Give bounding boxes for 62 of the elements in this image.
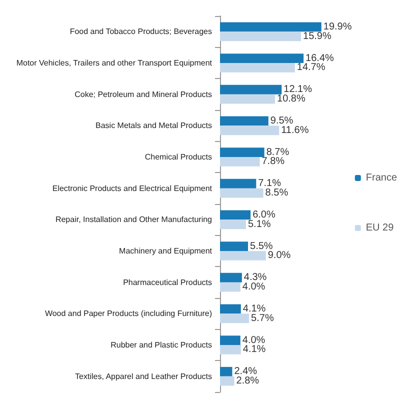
y-tick-label: Wood and Paper Products (including Furniture) bbox=[44, 309, 212, 318]
bar bbox=[220, 336, 240, 345]
bar bbox=[220, 272, 242, 282]
data-label: 5.7% bbox=[251, 312, 274, 324]
data-label: 19.9% bbox=[323, 21, 352, 32]
bar bbox=[220, 126, 280, 136]
bar bbox=[220, 282, 240, 292]
bar bbox=[220, 116, 268, 126]
y-tick-label: Repair, Installation and Other Manufacturing bbox=[55, 215, 212, 224]
y-tick-label: Basic Metals and Metal Products bbox=[96, 121, 212, 130]
y-tick-label: Machinery and Equipment bbox=[119, 246, 213, 256]
legend-label: France bbox=[366, 172, 398, 184]
bar bbox=[220, 220, 246, 230]
bar bbox=[220, 178, 256, 188]
data-label: 5.1% bbox=[248, 218, 271, 230]
bar bbox=[220, 22, 322, 32]
y-tick-label: Electronic Products and Electrical Equipment bbox=[52, 184, 213, 193]
data-label: 12.1% bbox=[284, 84, 312, 96]
data-label: 4.3% bbox=[244, 272, 267, 284]
data-label: 4.0% bbox=[242, 334, 266, 346]
data-label: 5.5% bbox=[250, 240, 273, 252]
bar bbox=[220, 304, 241, 314]
data-label: 2.4% bbox=[234, 366, 258, 378]
bar bbox=[220, 148, 264, 157]
data-label: 7.8% bbox=[262, 156, 285, 168]
y-tick-label: Coke; Petroleum and Mineral Products bbox=[74, 90, 212, 99]
bar bbox=[220, 94, 276, 104]
bar bbox=[220, 157, 260, 166]
bar bbox=[220, 251, 266, 260]
legend-label: EU 29 bbox=[366, 222, 394, 234]
y-tick-label: Pharmaceutical Products bbox=[123, 278, 212, 287]
data-label: 16.4% bbox=[306, 52, 334, 64]
data-label: 14.7% bbox=[296, 62, 326, 74]
y-tick-label: Chemical Products bbox=[144, 152, 212, 162]
data-label: 11.6% bbox=[281, 124, 309, 136]
data-label: 9.5% bbox=[270, 115, 294, 126]
data-label: 2.8% bbox=[236, 376, 260, 387]
bar bbox=[220, 376, 234, 386]
y-tick-label: Motor Vehicles, Trailers and other Transport Equipment bbox=[16, 58, 213, 68]
data-label: 9.0% bbox=[268, 250, 291, 262]
y-tick-label: Rubber and Plastic Products bbox=[110, 340, 212, 350]
data-label: 4.1% bbox=[242, 303, 266, 314]
data-label: 10.8% bbox=[277, 94, 306, 105]
bar bbox=[220, 366, 232, 376]
data-label: 6.0% bbox=[252, 209, 276, 220]
bar bbox=[220, 54, 304, 63]
data-label: 8.5% bbox=[265, 188, 288, 199]
bar bbox=[220, 188, 264, 198]
bar bbox=[220, 84, 282, 94]
bar bbox=[220, 63, 295, 72]
bar bbox=[220, 314, 250, 324]
bar bbox=[220, 210, 251, 220]
bar bbox=[220, 32, 302, 42]
data-label: 15.9% bbox=[303, 30, 332, 42]
data-label: 8.7% bbox=[266, 146, 290, 158]
bar bbox=[220, 345, 241, 354]
data-label: 4.1% bbox=[242, 344, 266, 356]
y-tick-label: Textiles, Apparel and Leather Products bbox=[75, 372, 212, 381]
data-label: 7.1% bbox=[258, 178, 282, 190]
data-label: 4.0% bbox=[242, 282, 266, 293]
y-tick-label: Food and Tobacco Products; Beverages bbox=[70, 27, 212, 36]
bar bbox=[220, 242, 248, 251]
